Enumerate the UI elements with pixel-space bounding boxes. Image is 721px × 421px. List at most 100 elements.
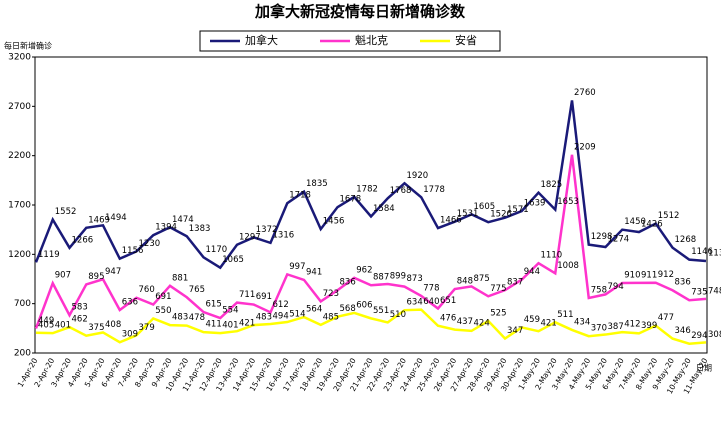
data-label: 294 [691,331,707,341]
data-label: 1008 [557,261,579,271]
data-label: 1133 [708,248,721,258]
data-label: 411 [206,320,222,330]
data-label: 1383 [189,224,211,234]
data-label: 910 [624,270,640,280]
data-label: 550 [155,306,171,316]
data-label: 634 [407,298,423,308]
y-tick-label: 1700 [8,201,31,211]
x-axis-label: 日期 [696,364,712,373]
series-line [35,308,707,345]
data-label: 347 [507,326,523,336]
data-label: 997 [289,262,305,272]
data-label: 308 [708,330,721,340]
series-line [34,100,707,270]
data-label: 1474 [172,215,194,225]
data-label: 568 [340,304,356,314]
data-label: 615 [206,300,222,310]
data-label: 1571 [507,205,529,215]
data-label: 941 [306,267,322,277]
data-label: 434 [574,317,590,327]
data-label: 1274 [608,235,630,245]
data-label: 962 [356,265,372,275]
data-label: 606 [356,300,372,310]
data-label: 775 [490,284,506,294]
data-label: 485 [323,312,339,322]
data-label: 1266 [72,235,94,245]
data-label: 387 [608,322,624,332]
data-label: 765 [189,285,205,295]
data-label: 1512 [658,211,680,221]
data-label: 1552 [55,207,77,217]
series-line [34,154,707,329]
data-label: 424 [474,318,490,328]
data-label: 510 [390,310,406,320]
data-label: 462 [72,315,88,325]
data-label: 899 [390,272,406,282]
data-label: 691 [155,292,171,302]
data-label: 911 [641,270,657,280]
y-tick-label: 3200 [8,53,31,63]
data-label: 881 [172,273,188,283]
data-label: 476 [440,313,456,323]
data-label: 1531 [457,209,479,219]
data-label: 1230 [139,239,161,249]
data-label: 2209 [574,142,596,152]
data-label: 1825 [541,180,563,190]
data-label: 748 [708,286,721,296]
data-label: 1372 [256,225,278,235]
data-label: 836 [340,278,356,288]
data-label: 421 [541,319,557,329]
data-label: 711 [239,290,255,300]
data-label: 401 [55,321,71,331]
data-label: 477 [658,313,674,323]
data-label: 1298 [591,232,613,242]
data-label: 651 [440,296,456,306]
data-label: 1119 [38,250,60,260]
data-label: 1456 [323,217,345,227]
data-label: 399 [641,321,657,331]
data-label: 449 [38,316,54,326]
chart-title: 加拿大新冠疫情每日新增确诊数 [254,3,466,21]
legend-label: 安省 [455,33,477,47]
data-label: 1494 [105,213,127,223]
data-label: 1584 [373,204,395,214]
data-label: 875 [474,274,490,284]
data-label: 794 [608,282,624,292]
data-label: 412 [624,320,640,330]
data-label: 1297 [239,232,261,242]
data-label: 375 [88,323,104,333]
data-label: 1639 [524,199,546,209]
data-label: 912 [658,270,674,280]
data-label: 494 [273,311,289,321]
data-label: 309 [122,330,138,340]
legend-label: 魁北克 [355,33,388,47]
data-label: 346 [675,326,691,336]
data-label: 408 [105,320,121,330]
data-label: 944 [524,267,540,277]
data-label: 1778 [423,185,445,195]
data-label: 370 [591,324,607,334]
data-label: 401 [222,321,238,331]
data-label: 1835 [306,179,328,189]
data-label: 1110 [541,251,563,261]
data-label: 554 [222,306,238,316]
data-label: 583 [72,303,88,313]
data-label: 1920 [407,171,429,181]
data-label: 564 [306,305,322,315]
y-tick-label: 2200 [8,151,31,161]
data-label: 405 [38,320,54,330]
data-label: 907 [55,271,71,281]
data-label: 1426 [641,220,663,230]
data-label: 1268 [675,235,697,245]
data-label: 1466 [440,216,462,226]
data-label: 848 [457,277,473,287]
data-label: 1718 [289,191,311,201]
data-label: 1653 [557,197,579,207]
data-label: 837 [507,278,523,288]
data-label: 525 [490,308,506,318]
data-label: 478 [189,313,205,323]
data-label: 379 [139,323,155,333]
data-label: 758 [591,285,607,295]
data-label: 691 [256,292,272,302]
data-label: 1526 [490,210,512,220]
